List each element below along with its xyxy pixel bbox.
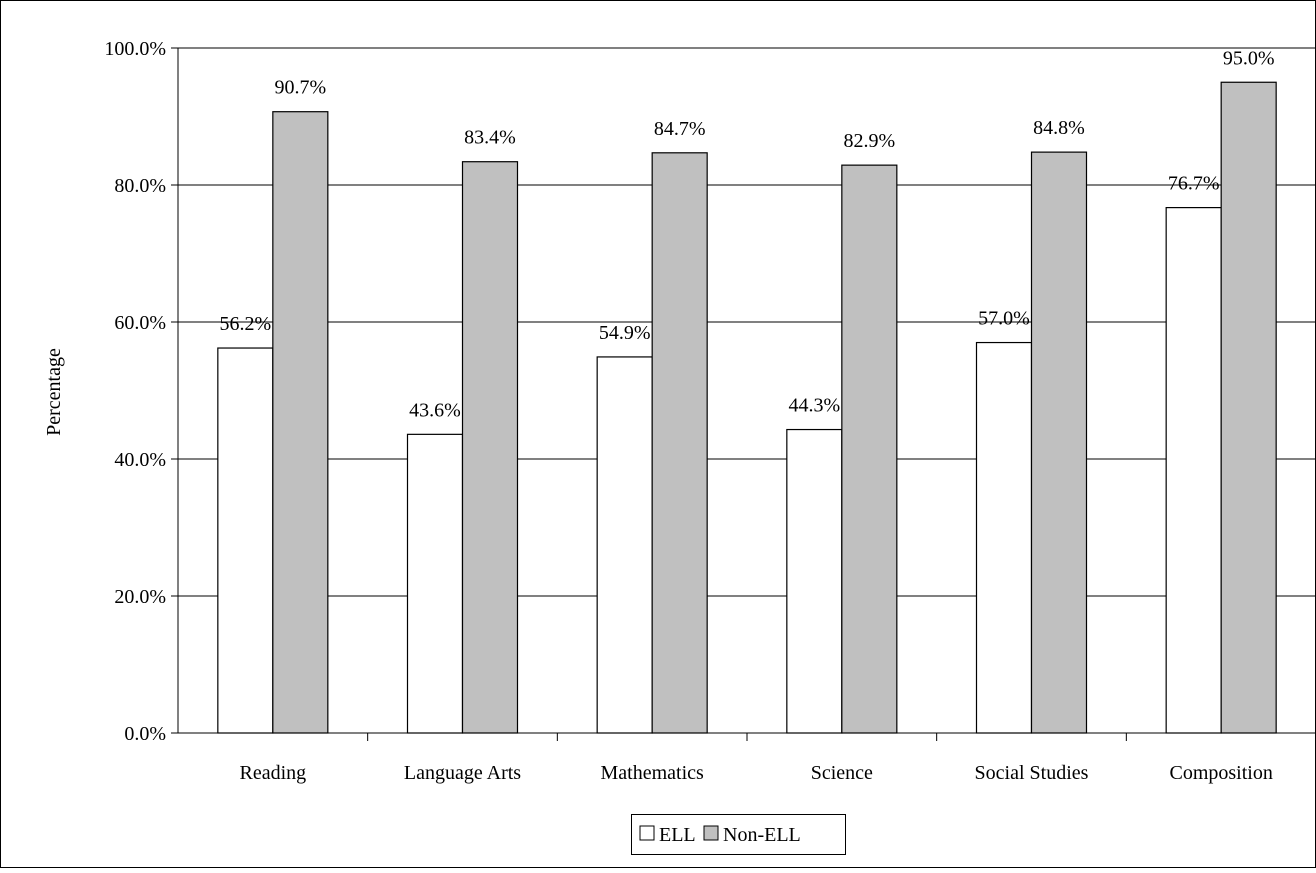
bar-non-ell-reading [272,111,329,734]
data-label: 54.9% [599,322,651,344]
x-tick-label: Reading [240,762,307,784]
data-label: 84.8% [1033,117,1085,139]
data-label: 76.7% [1168,173,1220,195]
data-label: 83.4% [464,127,516,149]
y-tick-label: 40.0% [114,449,166,471]
data-label: 82.9% [843,130,895,152]
bar-non-ell-language-arts [461,161,519,734]
y-tick-label: 0.0% [124,723,166,745]
x-tick-label: Composition [1169,762,1272,784]
bar-ell-mathematics [596,356,653,734]
data-label: 84.7% [654,118,706,140]
bar-ell-composition [1165,207,1222,734]
data-label: 90.7% [274,77,326,99]
y-axis-title: Percentage [43,348,65,436]
bar-ell-language-arts [406,433,464,734]
legend: ELL Non-ELL [631,814,846,855]
data-labels: 56.2% 90.7% 43.6% 83.4% 54.9% 84.7% 44.3% 82.9%… [219,47,1274,421]
x-tick-label: Social Studies [975,762,1089,784]
x-tick-label: Language Arts [404,762,521,784]
bar-non-ell-science [841,164,898,734]
gridlines [178,47,1316,597]
bar-non-ell-social-studies [1030,151,1088,734]
bar-non-ell-mathematics [651,152,708,734]
bar-ell-social-studies [975,341,1033,734]
bar-non-ell-composition [1220,81,1277,734]
axes: 0.0% 20.0% 40.0% 60.0% 80.0% 100.0% Reading Lan… [104,38,1316,784]
data-label: 44.3% [788,395,840,417]
bar-ell-science [786,428,843,734]
data-label: 43.6% [409,399,461,421]
legend-box [631,814,846,855]
data-label: 56.2% [219,313,271,335]
y-tick-label: 20.0% [114,586,166,608]
bars [217,81,1277,734]
y-tick-label: 80.0% [114,175,166,197]
legend-label-ell: ELL [659,824,696,846]
data-label: 95.0% [1223,47,1275,69]
legend-label-non-ell: Non-ELL [723,824,801,846]
x-tick-label: Science [811,762,873,784]
y-tick-label: 100.0% [104,38,166,60]
x-tick-label: Mathematics [601,762,705,784]
legend-swatch-ell [639,825,655,841]
y-tick-label: 60.0% [114,312,166,334]
bar-ell-reading [217,347,274,734]
data-label: 57.0% [978,308,1030,330]
legend-swatch-non-ell [703,825,719,841]
